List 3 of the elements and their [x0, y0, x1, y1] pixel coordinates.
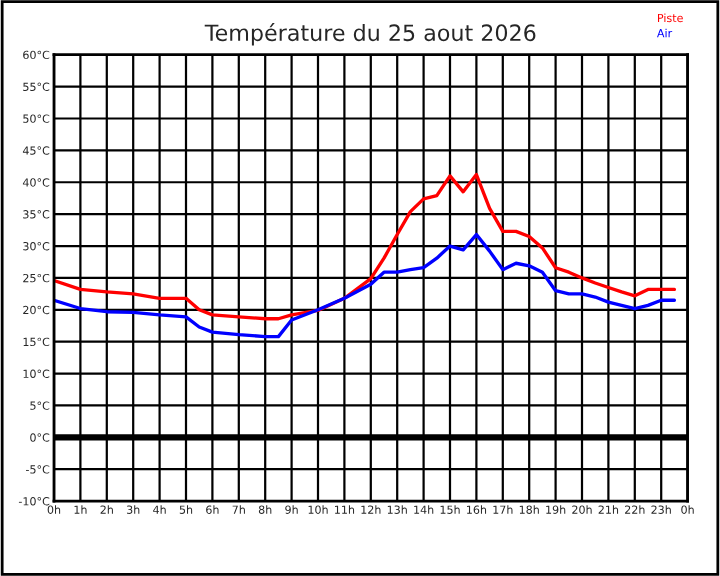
line-series: [54, 232, 677, 339]
chart-title: Température du 25 aout 2026: [204, 23, 536, 46]
line-series: [54, 172, 677, 321]
